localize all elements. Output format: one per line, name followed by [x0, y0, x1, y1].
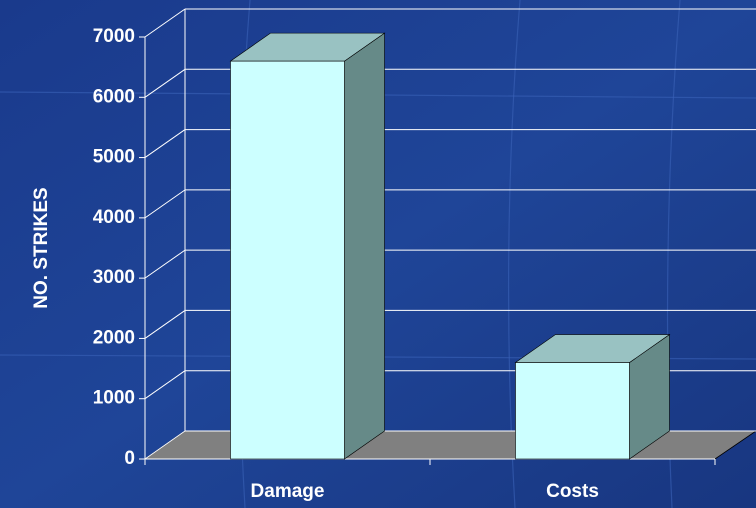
y-tick-label: 2000 [93, 327, 135, 348]
x-tick-label: Damage [251, 481, 325, 502]
y-tick-label: 4000 [93, 207, 135, 228]
bar [515, 362, 630, 460]
grid-line [144, 129, 186, 158]
grid-line [144, 8, 186, 38]
y-tick-label: 5000 [93, 147, 135, 168]
grid-line [144, 68, 186, 98]
y-tick-label: 3000 [93, 267, 135, 288]
grid-line [144, 430, 186, 460]
y-tick-label: 1000 [93, 388, 135, 409]
grid-line [144, 310, 186, 339]
grid-line [144, 189, 186, 219]
y-tick-label: 7000 [93, 26, 135, 47]
y-axis-label: NO. STRIKES [31, 187, 52, 308]
y-tick-label: 0 [124, 448, 135, 469]
bar [230, 60, 345, 460]
y-tick-label: 6000 [93, 86, 135, 107]
grid-line [144, 370, 186, 400]
x-tick-label: Costs [546, 481, 599, 502]
grid-line [144, 249, 186, 279]
bar-side [344, 32, 385, 460]
